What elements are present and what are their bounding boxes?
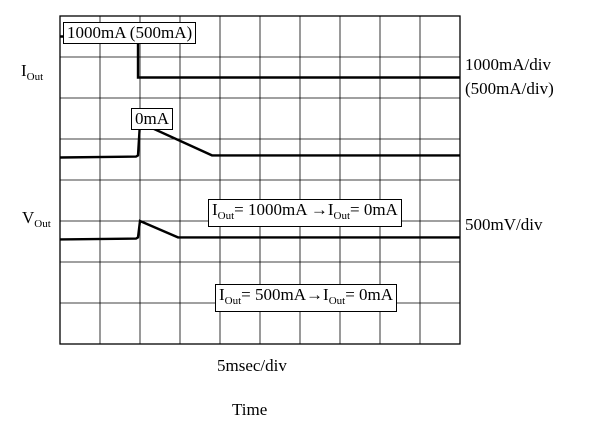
iout-channel-label: IOut — [21, 61, 44, 83]
x-axis-label: Time — [232, 400, 268, 419]
trace-vout_1000mA — [59, 120, 460, 159]
arrow-right-icon: → — [310, 200, 328, 219]
vout-case-1000ma-annotation: IOut= 1000mA →IOut= 0mA — [208, 199, 402, 227]
iout-scale-label: 1000mA/div — [465, 55, 551, 74]
arrow-right-icon: → — [306, 285, 324, 304]
current-high-annotation: 1000mA (500mA) — [63, 22, 197, 44]
time-scale-label: 5msec/div — [217, 356, 287, 375]
grid — [60, 16, 460, 344]
plot-frame — [59, 15, 461, 345]
iout-scale-alt-label: (500mA/div) — [465, 79, 554, 98]
vout-channel-label: VOut — [22, 208, 51, 230]
trace-vout_500mA — [59, 219, 460, 241]
vout-scale-label: 500mV/div — [465, 215, 543, 234]
current-low-annotation: 0mA — [131, 108, 173, 130]
vout-case-500ma-annotation: IOut= 500mA→IOut= 0mA — [215, 284, 398, 312]
